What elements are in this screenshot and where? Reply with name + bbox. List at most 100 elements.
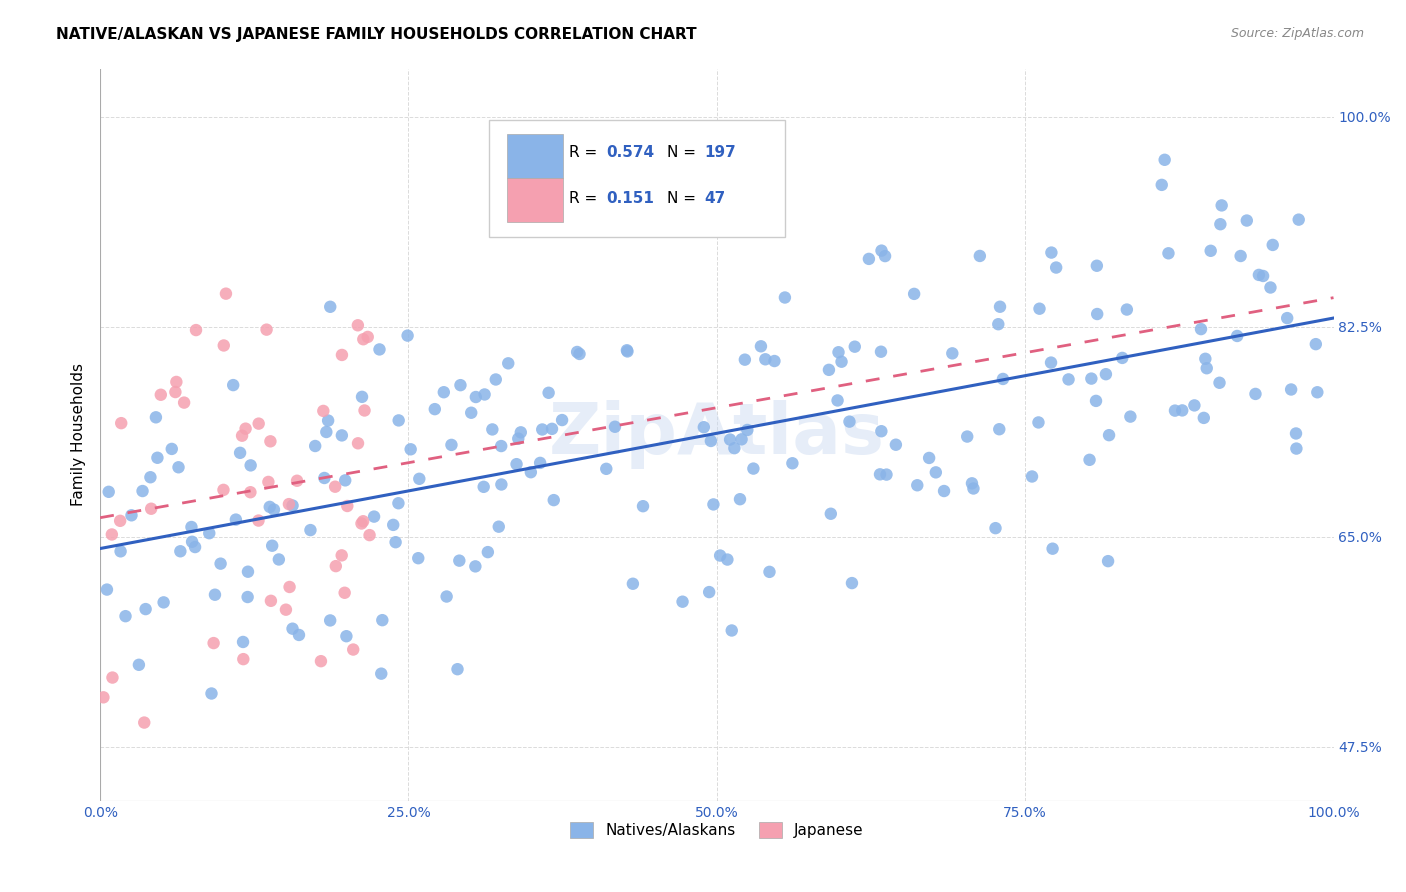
Natives/Alaskans [603, 419, 626, 434]
Natives/Alaskans [396, 328, 419, 343]
Natives/Alaskans [423, 402, 446, 417]
Natives/Alaskans [671, 595, 693, 609]
Natives/Alaskans [131, 483, 153, 498]
Text: ZipAtlas: ZipAtlas [548, 401, 884, 469]
Japanese [257, 475, 280, 489]
Natives/Alaskans [1184, 398, 1206, 412]
Natives/Alaskans [941, 346, 963, 360]
Natives/Alaskans [1085, 307, 1108, 321]
Natives/Alaskans [460, 406, 482, 420]
Japanese [352, 332, 374, 346]
Natives/Alaskans [1195, 361, 1218, 376]
Natives/Alaskans [1236, 213, 1258, 227]
Natives/Alaskans [1171, 403, 1194, 417]
Natives/Alaskans [621, 576, 644, 591]
Japanese [352, 514, 374, 528]
Japanese [108, 514, 131, 528]
Natives/Alaskans [335, 629, 357, 643]
Natives/Alaskans [505, 457, 527, 471]
Natives/Alaskans [440, 438, 463, 452]
Natives/Alaskans [773, 291, 796, 305]
Natives/Alaskans [1085, 393, 1108, 408]
Japanese [134, 715, 156, 730]
Natives/Alaskans [433, 385, 456, 400]
Natives/Alaskans [697, 585, 720, 599]
Natives/Alaskans [1192, 410, 1215, 425]
Natives/Alaskans [319, 614, 342, 628]
Natives/Alaskans [314, 471, 336, 485]
Natives/Alaskans [1040, 245, 1063, 260]
Natives/Alaskans [239, 458, 262, 473]
Natives/Alaskans [1305, 337, 1327, 351]
Natives/Alaskans [1226, 329, 1249, 343]
Natives/Alaskans [146, 450, 169, 465]
Text: N =: N = [668, 145, 702, 161]
Natives/Alaskans [464, 390, 486, 404]
Japanese [212, 338, 235, 352]
FancyBboxPatch shape [508, 178, 562, 222]
Natives/Alaskans [870, 244, 893, 258]
Japanese [247, 514, 270, 528]
Natives/Alaskans [464, 559, 486, 574]
Natives/Alaskans [477, 545, 499, 559]
Natives/Alaskans [449, 554, 471, 568]
Natives/Alaskans [200, 686, 222, 700]
Natives/Alaskans [1042, 541, 1064, 556]
Natives/Alaskans [368, 343, 391, 357]
Japanese [184, 323, 207, 337]
Natives/Alaskans [229, 446, 252, 460]
Natives/Alaskans [903, 286, 925, 301]
Japanese [141, 501, 163, 516]
Natives/Alaskans [541, 422, 564, 436]
Natives/Alaskans [918, 450, 941, 465]
Natives/Alaskans [520, 465, 543, 479]
Japanese [312, 404, 335, 418]
Natives/Alaskans [1045, 260, 1067, 275]
Natives/Alaskans [181, 534, 204, 549]
Natives/Alaskans [384, 535, 406, 549]
Natives/Alaskans [1095, 367, 1118, 381]
Natives/Alaskans [288, 628, 311, 642]
FancyBboxPatch shape [489, 120, 785, 237]
Text: Source: ZipAtlas.com: Source: ZipAtlas.com [1230, 27, 1364, 40]
Natives/Alaskans [737, 423, 759, 437]
Natives/Alaskans [758, 565, 780, 579]
Natives/Alaskans [198, 526, 221, 541]
Japanese [165, 385, 187, 400]
Natives/Alaskans [818, 363, 841, 377]
Natives/Alaskans [1085, 259, 1108, 273]
Natives/Alaskans [281, 622, 304, 636]
Natives/Alaskans [97, 484, 120, 499]
Natives/Alaskans [631, 499, 654, 513]
Natives/Alaskans [509, 425, 531, 440]
Natives/Alaskans [1115, 302, 1137, 317]
Natives/Alaskans [145, 410, 167, 425]
Natives/Alaskans [728, 492, 751, 507]
Natives/Alaskans [1306, 385, 1329, 400]
Natives/Alaskans [180, 520, 202, 534]
Text: 47: 47 [704, 192, 725, 206]
Japanese [347, 318, 370, 333]
Natives/Alaskans [720, 624, 742, 638]
Natives/Alaskans [1040, 355, 1063, 369]
Japanese [173, 395, 195, 409]
Japanese [336, 499, 359, 513]
Natives/Alaskans [1288, 212, 1310, 227]
Natives/Alaskans [304, 439, 326, 453]
Natives/Alaskans [1247, 268, 1270, 282]
Natives/Alaskans [529, 456, 551, 470]
Natives/Alaskans [135, 602, 157, 616]
Natives/Alaskans [551, 413, 574, 427]
Natives/Alaskans [616, 344, 638, 359]
Natives/Alaskans [1150, 178, 1173, 192]
Japanese [277, 497, 299, 511]
Japanese [357, 330, 380, 344]
Natives/Alaskans [962, 482, 984, 496]
Text: R =: R = [569, 192, 602, 206]
Natives/Alaskans [734, 352, 756, 367]
Natives/Alaskans [1199, 244, 1222, 258]
Japanese [309, 654, 332, 668]
Natives/Alaskans [152, 595, 174, 609]
Natives/Alaskans [121, 508, 143, 523]
Natives/Alaskans [316, 413, 339, 427]
